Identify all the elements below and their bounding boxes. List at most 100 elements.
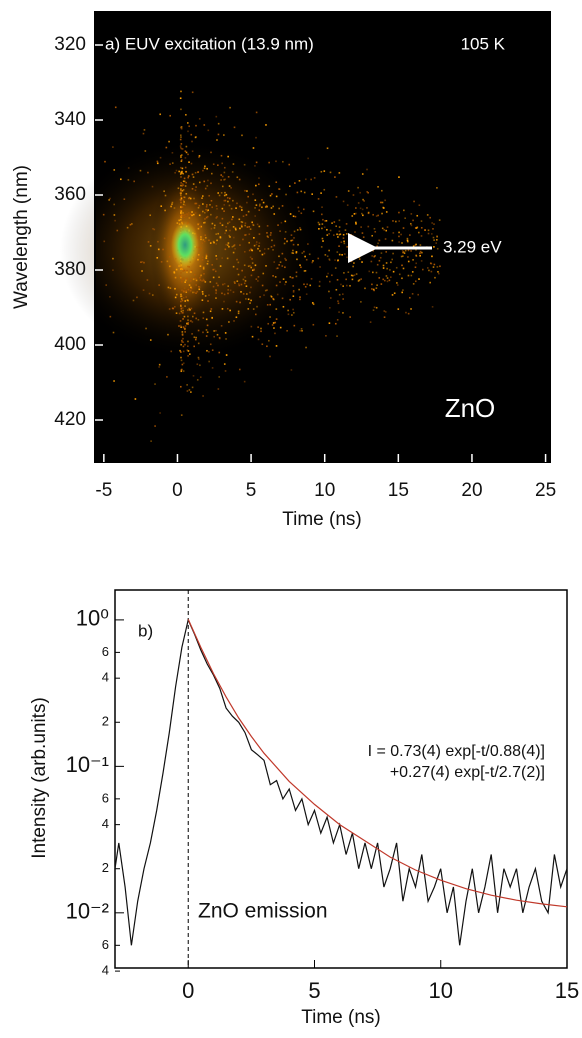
glow-dot bbox=[378, 239, 381, 242]
glow-dot bbox=[253, 244, 256, 247]
glow-dot bbox=[211, 206, 214, 209]
glow-dot bbox=[273, 327, 275, 329]
x-tick-label: 25 bbox=[535, 480, 556, 501]
glow-dot bbox=[364, 287, 366, 290]
glow-dot bbox=[300, 212, 303, 215]
glow-dot bbox=[221, 207, 224, 210]
glow-dot bbox=[384, 238, 387, 240]
glow-dot bbox=[182, 189, 185, 191]
glow-dot bbox=[279, 261, 282, 263]
glow-dot bbox=[188, 161, 190, 163]
glow-dot bbox=[367, 191, 369, 194]
glow-dot bbox=[191, 386, 194, 389]
glow-dot bbox=[147, 171, 149, 174]
glow-dot bbox=[242, 215, 245, 218]
glow-dot bbox=[328, 322, 331, 324]
glow-dot bbox=[270, 207, 273, 209]
y-tick-label: 10⁻¹ bbox=[66, 752, 109, 777]
glow-dot bbox=[431, 233, 433, 235]
glow-dot bbox=[180, 277, 182, 280]
glow-dot bbox=[240, 224, 243, 227]
annotation: ZnO bbox=[445, 393, 496, 423]
glow-dot bbox=[123, 198, 126, 200]
glow-dot bbox=[184, 214, 187, 216]
glow-dot bbox=[182, 296, 185, 299]
glow-dot bbox=[431, 255, 433, 258]
x-tick-label: -5 bbox=[95, 480, 112, 501]
glow-dot bbox=[149, 245, 152, 247]
glow-dot bbox=[187, 319, 189, 321]
glow-dot bbox=[285, 281, 287, 283]
glow-dot bbox=[197, 227, 200, 230]
glow-dot bbox=[305, 258, 308, 261]
glow-dot bbox=[435, 242, 438, 244]
glow-dot bbox=[180, 307, 183, 310]
glow-dot bbox=[250, 248, 252, 250]
glow-dot bbox=[252, 308, 255, 310]
glow-dot bbox=[383, 229, 386, 231]
glow-dot bbox=[392, 232, 395, 234]
glow-dot bbox=[310, 278, 313, 280]
glow-dot bbox=[203, 280, 206, 282]
glow-dot bbox=[212, 163, 215, 166]
glow-dot bbox=[172, 307, 175, 310]
glow-dot bbox=[153, 228, 156, 231]
x-axis-label: Time (ns) bbox=[301, 1007, 381, 1028]
glow-dot bbox=[218, 351, 221, 354]
glow-dot bbox=[352, 255, 355, 257]
glow-dot bbox=[385, 251, 388, 253]
glow-dot bbox=[405, 311, 407, 314]
glow-dot bbox=[377, 186, 379, 188]
glow-dot bbox=[267, 247, 270, 250]
glow-dot bbox=[281, 252, 284, 255]
glow-dot bbox=[180, 414, 183, 416]
glow-dot bbox=[318, 228, 320, 230]
glow-dot bbox=[272, 322, 275, 324]
glow-dot bbox=[255, 184, 257, 187]
glow-dot bbox=[224, 370, 227, 372]
glow-dot bbox=[345, 233, 348, 235]
glow-dot bbox=[225, 338, 227, 340]
glow-dot bbox=[244, 224, 246, 227]
glow-dot bbox=[185, 113, 187, 116]
glow-dot bbox=[210, 308, 213, 310]
glow-dot bbox=[210, 182, 212, 185]
glow-dot bbox=[206, 324, 209, 327]
glow-dot bbox=[180, 182, 182, 184]
glow-dot bbox=[179, 349, 181, 352]
glow-dot bbox=[159, 156, 162, 159]
glow-dot bbox=[299, 264, 301, 267]
y-axis-label: Intensity (arb.units) bbox=[29, 697, 50, 859]
glow-dot bbox=[141, 260, 144, 263]
glow-dot bbox=[254, 215, 257, 217]
glow-dot bbox=[289, 298, 291, 301]
glow-dot bbox=[206, 204, 208, 206]
glow-dot bbox=[433, 239, 435, 241]
frame bbox=[94, 11, 551, 463]
glow-dot bbox=[270, 295, 272, 297]
glow-dot bbox=[232, 216, 234, 218]
glow-dot bbox=[295, 251, 298, 253]
glow-dot bbox=[385, 262, 388, 264]
glow-dot bbox=[418, 278, 420, 280]
glow-dot bbox=[150, 440, 152, 442]
glow-dot bbox=[385, 211, 388, 213]
glow-dot bbox=[333, 234, 335, 236]
glow-dot bbox=[284, 220, 287, 223]
glow-dot bbox=[275, 345, 278, 347]
glow-dot bbox=[232, 199, 234, 202]
glow-dot bbox=[410, 250, 412, 252]
glow-dot bbox=[224, 332, 227, 334]
glow-dot bbox=[246, 201, 248, 204]
glow-dot bbox=[245, 234, 247, 236]
glow-dot bbox=[188, 196, 191, 199]
glow-dot bbox=[252, 224, 255, 227]
glow-dot bbox=[229, 289, 232, 292]
glow-dot bbox=[181, 295, 183, 298]
glow-dot bbox=[409, 222, 412, 225]
glow-dot bbox=[232, 265, 235, 268]
glow-dot bbox=[199, 265, 202, 267]
glow-dot bbox=[402, 255, 404, 257]
glow-dot bbox=[421, 251, 423, 254]
glow-dot bbox=[217, 388, 220, 390]
